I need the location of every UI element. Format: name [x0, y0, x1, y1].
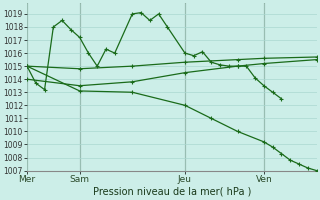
X-axis label: Pression niveau de la mer( hPa ): Pression niveau de la mer( hPa )	[92, 187, 251, 197]
